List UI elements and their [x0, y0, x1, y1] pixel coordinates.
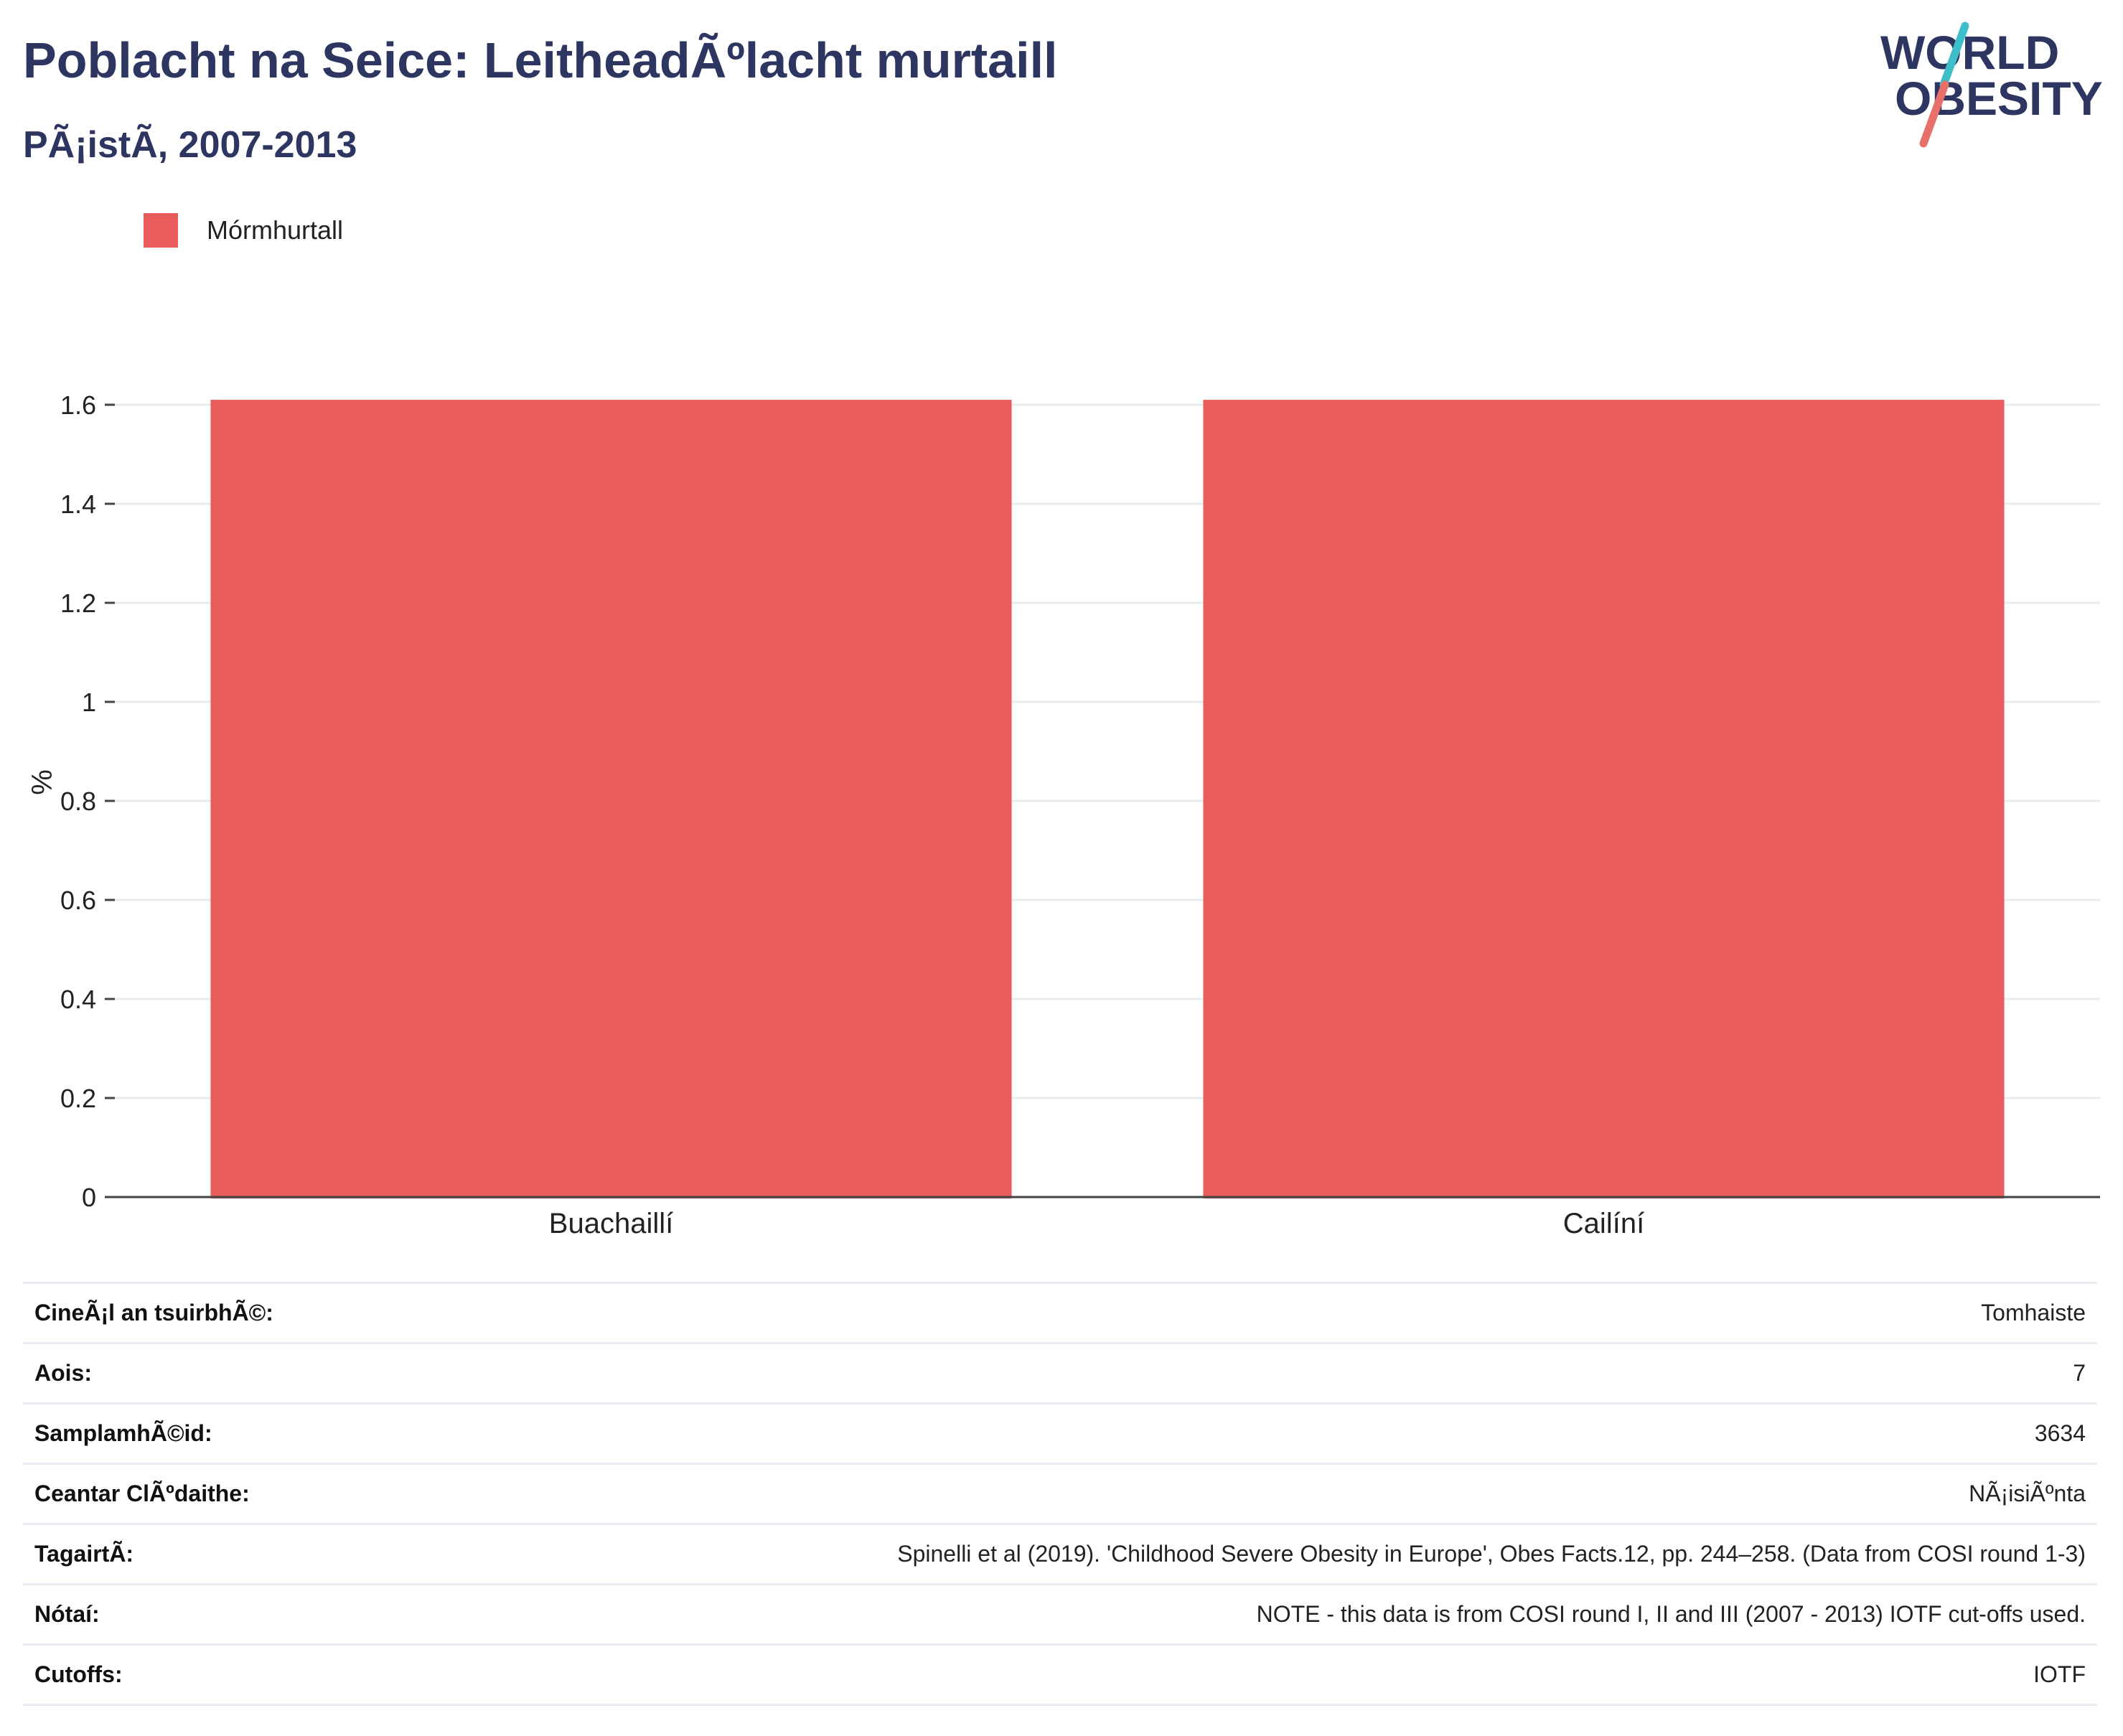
- info-value: NOTE - this data is from COSI round I, I…: [347, 1583, 2097, 1646]
- info-label: Aois:: [23, 1342, 347, 1404]
- info-table: CineÃ¡l an tsuirbhÃ©: Tomhaiste Aois: 7 Samp…: [23, 1282, 2097, 1706]
- x-tick-label: Buachaillí: [549, 1208, 673, 1239]
- page-subtitle: PÃ¡istÃ, 2007-2013: [23, 124, 357, 166]
- bar-1[interactable]: [1203, 400, 2005, 1198]
- info-row: SamplamhÃ©id: 3634: [23, 1402, 2097, 1465]
- bars: [210, 400, 2005, 1198]
- y-tick-label: 0: [82, 1183, 96, 1212]
- legend-swatch-mormhurtall: [144, 213, 178, 248]
- info-label: CineÃ¡l an tsuirbhÃ©:: [23, 1282, 347, 1344]
- info-label: Cutoffs:: [23, 1643, 347, 1706]
- x-tick-label: Cailíní: [1563, 1208, 1644, 1239]
- info-row: TagairtÃ: Spinelli et al (2019). 'Childho…: [23, 1523, 2097, 1585]
- info-value: 3634: [347, 1402, 2097, 1465]
- y-axis-label: %: [27, 769, 58, 795]
- info-value: IOTF: [347, 1643, 2097, 1706]
- info-row: Aois: 7: [23, 1342, 2097, 1404]
- info-value: Spinelli et al (2019). 'Childhood Severe…: [347, 1523, 2097, 1585]
- y-tick-label: 1.6: [60, 390, 96, 420]
- info-value: 7: [347, 1342, 2097, 1404]
- y-tick-label: 1.4: [60, 489, 96, 519]
- legend-label-mormhurtall: Mórmhurtall: [207, 215, 344, 245]
- info-row: Ceantar ClÃºdaithe: NÃ¡isiÃºnta: [23, 1463, 2097, 1525]
- info-label: Nótaí:: [23, 1583, 347, 1646]
- info-row: CineÃ¡l an tsuirbhÃ©: Tomhaiste: [23, 1282, 2097, 1344]
- logo-text-world: WORLD: [1880, 26, 2059, 79]
- y-tick-label: 0.2: [60, 1084, 96, 1113]
- info-row: Cutoffs: IOTF: [23, 1643, 2097, 1706]
- logo-text-obesity: OBESITY: [1895, 72, 2103, 125]
- info-label: SamplamhÃ©id:: [23, 1402, 347, 1465]
- page-title: Poblacht na Seice: LeitheadÃºlacht murta…: [23, 32, 1058, 88]
- y-tick-label: 0.4: [60, 985, 96, 1014]
- world-obesity-logo: WORLD OBESITY: [1880, 22, 2103, 148]
- info-value: NÃ¡isiÃºnta: [347, 1463, 2097, 1525]
- info-label: Ceantar ClÃºdaithe:: [23, 1463, 347, 1525]
- legend: Mórmhurtall: [144, 212, 343, 248]
- info-value: Tomhaiste: [347, 1282, 2097, 1344]
- bar-chart: 0 0.2 0.4 0.6 0.8 1 1.2 1.4 1.6 Buachaillí Cailín…: [27, 390, 2100, 1239]
- bar-0[interactable]: [210, 400, 1012, 1198]
- y-tick-label: 0.6: [60, 886, 96, 915]
- y-tick-label: 1.2: [60, 588, 96, 618]
- info-label: TagairtÃ:: [23, 1523, 347, 1585]
- info-row: Nótaí: NOTE - this data is from COSI roun…: [23, 1583, 2097, 1646]
- y-tick-label: 1: [82, 688, 96, 717]
- y-tick-label: 0.8: [60, 787, 96, 816]
- logo-slash-top: [1939, 22, 1969, 89]
- y-axis-tick-labels: 0 0.2 0.4 0.6 0.8 1 1.2 1.4 1.6: [60, 390, 115, 1212]
- logo-slash-bottom: [1919, 80, 1949, 148]
- x-axis-tick-labels: Buachaillí Cailíní: [549, 1208, 1644, 1239]
